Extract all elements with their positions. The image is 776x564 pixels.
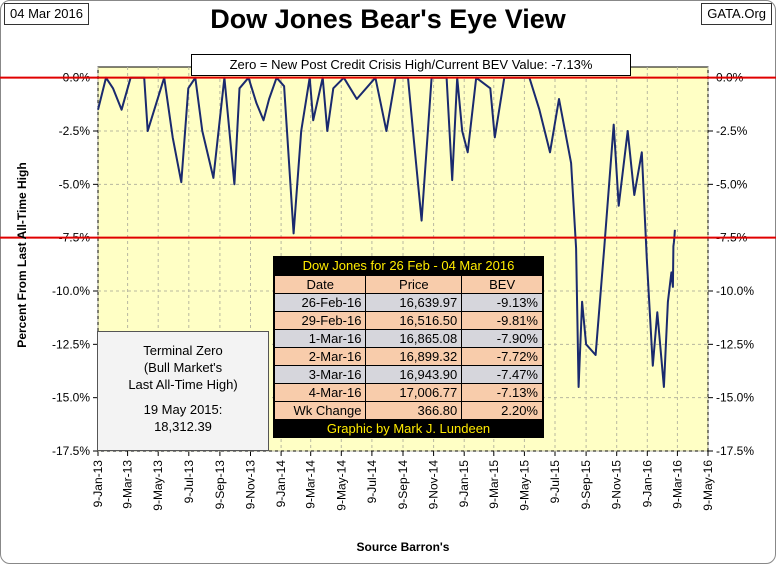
x-tick-label: 9-Mar-16 xyxy=(670,460,684,509)
row-bev: -7.90% xyxy=(461,329,543,348)
x-tick-label: 9-Nov-15 xyxy=(610,460,624,510)
y-tick-label-right: -17.5% xyxy=(716,444,754,458)
row-date: 2-Mar-16 xyxy=(273,347,367,366)
table-row: 3-Mar-16 16,943.90 -7.47% xyxy=(273,365,543,384)
y-tick-label-right: -15.0% xyxy=(716,391,754,405)
dow-weekly-table: Dow Jones for 26 Feb - 04 Mar 2016 Date … xyxy=(273,256,544,438)
x-tick-label: 9-Jan-15 xyxy=(457,460,471,508)
table-row: 1-Mar-16 16,865.08 -7.90% xyxy=(273,329,543,348)
week-change-bev: 2.20% xyxy=(461,401,543,420)
y-tick-label-left: -12.5% xyxy=(52,337,90,351)
row-date: 29-Feb-16 xyxy=(273,311,367,330)
y-axis-title-text: Percent From Last All-Time High xyxy=(15,162,29,348)
x-tick-label: 9-Mar-14 xyxy=(304,460,318,509)
terminal-zero-line: Terminal Zero xyxy=(143,343,223,358)
week-change-label: Wk Change xyxy=(273,401,367,420)
x-tick-label: 9-May-13 xyxy=(151,460,165,511)
row-bev: -9.13% xyxy=(461,293,543,312)
row-price: 16,943.90 xyxy=(365,365,463,384)
x-tick-label: 9-Mar-15 xyxy=(487,460,501,509)
y-tick-label-left: -15.0% xyxy=(52,391,90,405)
y-tick-label-left: -10.0% xyxy=(52,284,90,298)
terminal-zero-line: (Bull Market's xyxy=(143,360,223,375)
row-price: 16,639.97 xyxy=(365,293,463,312)
x-tick-label: 9-Jan-14 xyxy=(274,460,288,508)
x-tick-label: 9-Jul-13 xyxy=(182,460,196,504)
y-tick-label-right: -10.0% xyxy=(716,284,754,298)
terminal-zero-box: Terminal Zero (Bull Market's Last All-Ti… xyxy=(97,331,269,451)
bev-series-line xyxy=(97,76,676,388)
row-bev: -7.13% xyxy=(461,383,543,402)
row-price: 16,516.50 xyxy=(365,311,463,330)
x-tick-label: 9-Jan-13 xyxy=(91,460,105,508)
x-tick-label: 9-May-16 xyxy=(701,460,715,511)
table-footer-row: Wk Change 366.80 2.20% xyxy=(273,401,543,420)
y-tick-label-right: -5.0% xyxy=(716,177,748,191)
date-label: 04 Mar 2016 xyxy=(4,3,89,25)
row-price: 16,899.32 xyxy=(365,347,463,366)
x-tick-label: 9-Sep-14 xyxy=(396,460,410,510)
column-header: BEV xyxy=(461,275,543,294)
x-tick-label: 9-Jan-16 xyxy=(640,460,654,508)
x-tick-label: 9-May-14 xyxy=(334,460,348,511)
chart-title: Dow Jones Bear's Eye View xyxy=(210,4,566,34)
y-tick-label-left: -5.0% xyxy=(59,177,91,191)
x-tick-label: 9-Nov-14 xyxy=(427,460,441,510)
y-tick-label-right: -12.5% xyxy=(716,337,754,351)
x-tick-label: 9-Nov-13 xyxy=(244,460,258,510)
y-tick-label-left: -2.5% xyxy=(59,124,91,138)
row-bev: -7.72% xyxy=(461,347,543,366)
price-table: Date Price BEV 26-Feb-16 16,639.97 -9.13… xyxy=(273,275,543,420)
x-tick-label: 9-Jul-14 xyxy=(365,460,379,504)
table-title: Dow Jones for 26 Feb - 04 Mar 2016 xyxy=(274,257,543,275)
column-header: Price xyxy=(365,275,463,294)
week-change-price: 366.80 xyxy=(365,401,463,420)
y-tick-label-right: -2.5% xyxy=(716,124,748,138)
row-price: 16,865.08 xyxy=(365,329,463,348)
row-date: 1-Mar-16 xyxy=(273,329,367,348)
x-tick-label: 9-Sep-13 xyxy=(213,460,227,510)
x-tick-label: 9-Mar-13 xyxy=(121,460,135,509)
row-bev: -7.47% xyxy=(461,365,543,384)
row-date: 3-Mar-16 xyxy=(273,365,367,384)
table-row: 26-Feb-16 16,639.97 -9.13% xyxy=(273,293,543,312)
table-header-row: Date Price BEV xyxy=(273,275,543,294)
column-header: Date xyxy=(273,275,367,294)
row-date: 26-Feb-16 xyxy=(273,293,367,312)
terminal-zero-value: 18,312.39 xyxy=(154,419,212,434)
x-tick-label: 9-Jul-15 xyxy=(548,460,562,504)
source-label: GATA.Org xyxy=(701,3,772,25)
x-axis-title: Source Barron's xyxy=(356,540,450,554)
x-tick-label: 9-Sep-15 xyxy=(579,460,593,510)
table-row: 29-Feb-16 16,516.50 -9.81% xyxy=(273,311,543,330)
row-bev: -9.81% xyxy=(461,311,543,330)
row-price: 17,006.77 xyxy=(365,383,463,402)
terminal-zero-line: Last All-Time High) xyxy=(128,377,238,392)
x-tick-label: 9-May-15 xyxy=(517,460,531,511)
row-date: 4-Mar-16 xyxy=(273,383,367,402)
terminal-zero-date: 19 May 2015: xyxy=(143,402,223,417)
table-row: 4-Mar-16 17,006.77 -7.13% xyxy=(273,383,543,402)
table-row: 2-Mar-16 16,899.32 -7.72% xyxy=(273,347,543,366)
chart-subtitle: Zero = New Post Credit Crisis High/Curre… xyxy=(191,54,631,76)
graphic-credit: Graphic by Mark J. Lundeen xyxy=(274,420,543,437)
y-tick-label-left: -17.5% xyxy=(52,444,90,458)
